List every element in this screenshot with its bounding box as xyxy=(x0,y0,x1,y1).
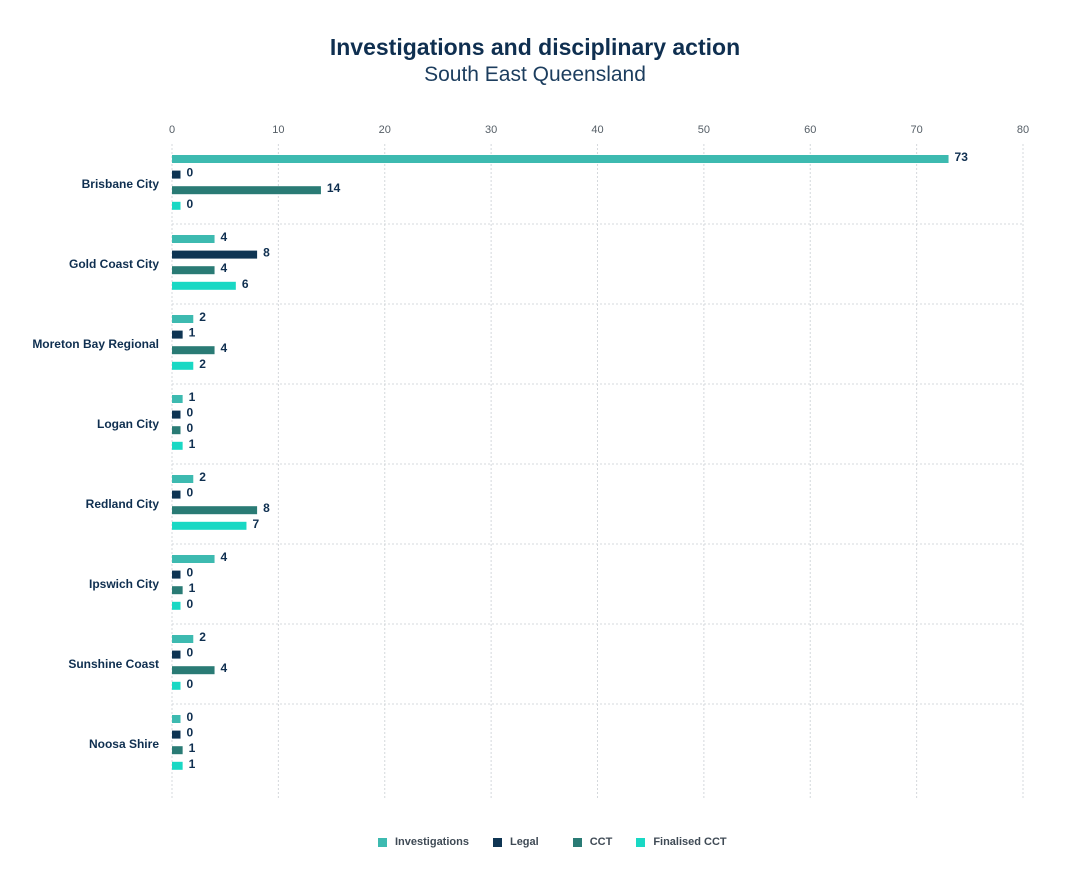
value-label-investigations-noosa-shire: 0 xyxy=(187,710,194,724)
bar-legal-noosa-shire xyxy=(172,730,181,739)
value-label-cct-sunshine-coast: 4 xyxy=(221,661,228,675)
bar-legal-ipswich-city xyxy=(172,570,181,579)
bar-finalised-cct-gold-coast-city xyxy=(172,281,236,290)
x-tick-label: 60 xyxy=(804,124,816,136)
bar-legal-moreton-bay-regional xyxy=(172,330,183,339)
value-label-investigations-gold-coast-city: 4 xyxy=(221,230,228,244)
value-label-legal-redland-city: 0 xyxy=(187,486,194,500)
value-label-legal-ipswich-city: 0 xyxy=(187,566,194,580)
value-label-cct-logan-city: 0 xyxy=(187,421,194,435)
category-label-moreton-bay-regional: Moreton Bay Regional xyxy=(32,337,159,351)
chart-subtitle: South East Queensland xyxy=(424,63,646,86)
x-tick-label: 70 xyxy=(911,124,923,136)
bar-cct-redland-city xyxy=(172,506,258,515)
bar-finalised-cct-logan-city xyxy=(172,441,183,450)
x-tick-label: 20 xyxy=(379,124,391,136)
value-label-investigations-redland-city: 2 xyxy=(199,470,206,484)
bar-finalised-cct-noosa-shire xyxy=(172,761,183,770)
bar-investigations-gold-coast-city xyxy=(172,235,215,243)
bar-finalised-cct-brisbane-city xyxy=(172,201,181,210)
value-label-finalised-cct-redland-city: 7 xyxy=(252,517,259,531)
category-label-gold-coast-city: Gold Coast City xyxy=(69,257,159,271)
category-label-ipswich-city: Ipswich City xyxy=(89,577,159,591)
x-tick-label: 0 xyxy=(169,124,175,136)
legend-swatch-finalised-cct xyxy=(636,837,646,847)
x-tick-label: 40 xyxy=(591,124,603,136)
category-label-redland-city: Redland City xyxy=(86,497,160,511)
legend-item-legal: Legal xyxy=(492,836,539,848)
value-label-investigations-brisbane-city: 73 xyxy=(955,150,969,164)
value-label-legal-brisbane-city: 0 xyxy=(187,166,194,180)
x-tick-label: 50 xyxy=(698,124,710,136)
category-label-brisbane-city: Brisbane City xyxy=(82,177,160,191)
value-label-investigations-ipswich-city: 4 xyxy=(221,550,228,564)
bar-investigations-noosa-shire xyxy=(172,715,181,723)
bar-legal-redland-city xyxy=(172,490,181,499)
bar-cct-gold-coast-city xyxy=(172,266,215,275)
bar-legal-brisbane-city xyxy=(172,170,181,179)
value-label-cct-gold-coast-city: 4 xyxy=(221,261,228,275)
category-label-logan-city: Logan City xyxy=(97,417,159,431)
value-label-finalised-cct-brisbane-city: 0 xyxy=(187,197,194,211)
bar-finalised-cct-moreton-bay-regional xyxy=(172,361,194,370)
value-label-investigations-sunshine-coast: 2 xyxy=(199,630,206,644)
value-label-investigations-moreton-bay-regional: 2 xyxy=(199,310,206,324)
bar-legal-gold-coast-city xyxy=(172,250,258,259)
chart-legend: Investigations Legal CCT Finalised CCT xyxy=(378,836,727,848)
legend-item-finalised-cct: Finalised CCT xyxy=(636,836,727,848)
legend-label-investigations: Investigations xyxy=(395,836,469,848)
value-label-legal-moreton-bay-regional: 1 xyxy=(189,326,196,340)
bar-finalised-cct-sunshine-coast xyxy=(172,681,181,690)
bar-cct-logan-city xyxy=(172,426,181,435)
value-label-cct-noosa-shire: 1 xyxy=(189,741,196,755)
legend-swatch-legal xyxy=(492,837,502,847)
value-label-legal-sunshine-coast: 0 xyxy=(187,646,194,660)
legend-swatch-investigations xyxy=(378,837,387,847)
bar-cct-brisbane-city xyxy=(172,186,321,195)
legend-label-cct: CCT xyxy=(589,836,613,848)
bar-cct-ipswich-city xyxy=(172,586,183,595)
value-label-investigations-logan-city: 1 xyxy=(189,390,196,404)
bar-finalised-cct-redland-city xyxy=(172,521,247,530)
bar-legal-logan-city xyxy=(172,410,181,419)
value-label-finalised-cct-ipswich-city: 0 xyxy=(187,597,194,611)
value-label-finalised-cct-moreton-bay-regional: 2 xyxy=(199,357,206,371)
legend-item-cct: CCT xyxy=(572,836,613,848)
bar-cct-noosa-shire xyxy=(172,746,183,755)
legend-label-finalised-cct: Finalised CCT xyxy=(653,836,727,848)
category-label-sunshine-coast: Sunshine Coast xyxy=(68,657,159,671)
bar-investigations-sunshine-coast xyxy=(172,635,194,643)
bar-investigations-logan-city xyxy=(172,395,183,403)
value-label-cct-moreton-bay-regional: 4 xyxy=(221,341,228,355)
bar-cct-moreton-bay-regional xyxy=(172,346,215,355)
bar-finalised-cct-ipswich-city xyxy=(172,601,181,610)
bar-investigations-moreton-bay-regional xyxy=(172,315,194,323)
value-label-cct-redland-city: 8 xyxy=(263,501,270,515)
bar-legal-sunshine-coast xyxy=(172,650,181,659)
bar-investigations-brisbane-city xyxy=(172,155,949,163)
value-label-finalised-cct-logan-city: 1 xyxy=(189,437,196,451)
bar-investigations-ipswich-city xyxy=(172,555,215,563)
legend-swatch-cct xyxy=(572,837,582,847)
chart-title: Investigations and disciplinary action xyxy=(329,34,741,60)
x-tick-label: 30 xyxy=(485,124,497,136)
category-label-noosa-shire: Noosa Shire xyxy=(89,737,159,751)
bar-investigations-redland-city xyxy=(172,475,194,483)
value-label-cct-ipswich-city: 1 xyxy=(189,581,196,595)
value-label-finalised-cct-sunshine-coast: 0 xyxy=(187,677,194,691)
value-label-legal-noosa-shire: 0 xyxy=(187,726,194,740)
legend-item-investigations: Investigations xyxy=(378,836,469,848)
legend-label-legal: Legal xyxy=(509,836,539,848)
value-label-legal-logan-city: 0 xyxy=(187,406,194,420)
value-label-legal-gold-coast-city: 8 xyxy=(263,246,270,260)
x-tick-label: 80 xyxy=(1017,124,1029,136)
value-label-finalised-cct-gold-coast-city: 6 xyxy=(242,277,249,291)
value-label-cct-brisbane-city: 14 xyxy=(327,181,341,195)
x-tick-label: 10 xyxy=(272,124,284,136)
bar-cct-sunshine-coast xyxy=(172,666,215,675)
value-label-finalised-cct-noosa-shire: 1 xyxy=(189,757,196,771)
